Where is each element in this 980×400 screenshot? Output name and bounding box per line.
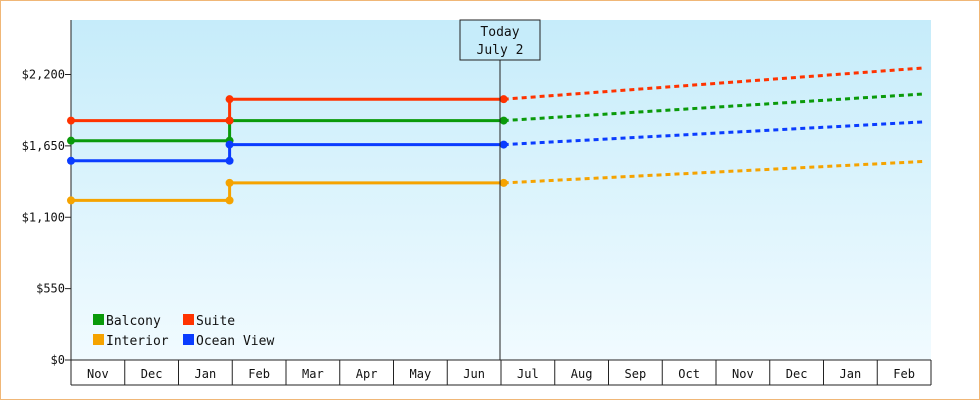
data-point bbox=[225, 95, 234, 104]
month-label: Apr bbox=[356, 367, 378, 381]
legend-swatch bbox=[183, 334, 194, 345]
x-axis: Nov Dec Jan Feb Mar Apr May Jun Jul Aug Sep Oct Nov D… bbox=[70, 359, 932, 386]
legend-label: Suite bbox=[196, 314, 235, 329]
series-projection bbox=[503, 120, 923, 147]
legend: Balcony Suite Interior Ocean View bbox=[93, 314, 274, 349]
data-point bbox=[225, 156, 234, 165]
series-line bbox=[71, 143, 504, 163]
legend-swatch bbox=[93, 314, 104, 325]
series-ocean-view bbox=[67, 120, 923, 165]
data-point bbox=[67, 196, 75, 205]
today-marker: Today July 2 bbox=[459, 19, 541, 360]
legend-label: Balcony bbox=[106, 314, 161, 329]
month-label: Feb bbox=[893, 367, 915, 381]
today-date: July 2 bbox=[477, 43, 524, 58]
series-line bbox=[71, 97, 504, 123]
month-label: May bbox=[410, 367, 432, 381]
legend-label: Ocean View bbox=[196, 334, 274, 349]
month-label: Jan bbox=[195, 367, 217, 381]
legend-swatch bbox=[183, 314, 194, 325]
data-point bbox=[225, 178, 234, 187]
series-line bbox=[71, 119, 504, 143]
series-line bbox=[71, 181, 504, 202]
month-label: Aug bbox=[571, 367, 593, 381]
month-label: Dec bbox=[141, 367, 163, 381]
data-point bbox=[67, 156, 75, 165]
month-label: Dec bbox=[786, 367, 808, 381]
series-projection bbox=[503, 160, 923, 185]
month-label: Feb bbox=[248, 367, 270, 381]
data-point bbox=[499, 95, 508, 104]
data-point bbox=[225, 116, 234, 125]
series-suite bbox=[67, 66, 924, 125]
today-box bbox=[459, 19, 541, 61]
series-interior bbox=[67, 160, 923, 205]
data-point bbox=[499, 116, 508, 125]
y-tick-label: $550 bbox=[36, 282, 65, 296]
y-axis: $0 $550 $1,100 $1,650 $2,200 bbox=[22, 20, 72, 367]
month-label: Jul bbox=[517, 367, 539, 381]
y-tick-label: $2,200 bbox=[22, 68, 65, 82]
data-point bbox=[67, 116, 75, 125]
data-point bbox=[225, 196, 234, 205]
y-tick-label: $1,650 bbox=[22, 139, 65, 153]
series-group bbox=[67, 66, 924, 205]
y-tick-label: $1,100 bbox=[22, 210, 65, 224]
month-label: Jun bbox=[463, 367, 485, 381]
series-projection bbox=[503, 92, 923, 123]
y-tick-label: $0 bbox=[51, 353, 65, 367]
plot-background bbox=[71, 20, 931, 360]
month-label: Jan bbox=[840, 367, 862, 381]
today-label: Today bbox=[480, 25, 519, 40]
month-label: Sep bbox=[625, 367, 647, 381]
data-point bbox=[225, 140, 234, 149]
data-point bbox=[67, 136, 75, 145]
legend-label: Interior bbox=[106, 334, 169, 349]
month-label: Nov bbox=[732, 367, 754, 381]
month-label: Nov bbox=[87, 367, 109, 381]
data-point bbox=[499, 178, 508, 187]
month-label: Oct bbox=[678, 367, 700, 381]
data-point bbox=[499, 140, 508, 149]
series-projection bbox=[503, 66, 924, 101]
legend-swatch bbox=[93, 334, 104, 345]
month-label: Mar bbox=[302, 367, 324, 381]
